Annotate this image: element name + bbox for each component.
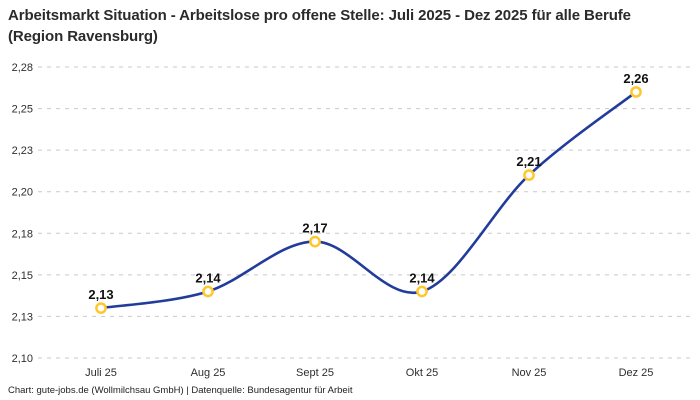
y-axis-tick-label: 2,13: [12, 311, 33, 323]
data-point-marker: [202, 285, 214, 298]
x-axis-tick-label: Sept 25: [296, 367, 334, 379]
series-line: [99, 90, 638, 310]
data-point-marker: [523, 169, 535, 181]
chart-title: Arbeitsmarkt Situation - Arbeitslose pro…: [8, 7, 631, 45]
data-point-label: 2,14: [195, 270, 221, 285]
x-axis-tick-label: Aug 25: [191, 367, 226, 379]
y-axis-tick-label: 2,28: [12, 62, 33, 74]
y-axis-tick-label: 2,23: [12, 145, 33, 157]
y-axis-tick-label: 2,15: [12, 270, 33, 282]
data-point-label: 2,14: [409, 270, 435, 285]
data-point-marker: [95, 302, 107, 314]
y-axis-tick-label: 2,25: [12, 104, 33, 116]
y-axis-tick-label: 2,10: [12, 353, 33, 365]
data-point-marker: [416, 285, 428, 298]
data-point-marker: [630, 86, 642, 98]
data-point-label: 2,13: [88, 287, 113, 302]
data-point-marker: [309, 235, 321, 248]
y-axis-tick-label: 2,20: [12, 187, 33, 199]
source-credit: Chart: gute-jobs.de (Wollmilchsau GmbH) …: [8, 385, 353, 396]
data-point-label: 2,17: [302, 221, 327, 236]
data-point-label: 2,21: [516, 154, 541, 169]
x-axis-tick-label: Dez 25: [619, 367, 654, 379]
x-axis-tick-label: Nov 25: [512, 367, 547, 379]
y-axis-tick-label: 2,18: [12, 228, 33, 240]
x-axis-tick-label: Okt 25: [406, 367, 438, 379]
data-point-label: 2,26: [623, 71, 648, 86]
x-axis-tick-label: Juli 25: [85, 367, 117, 379]
